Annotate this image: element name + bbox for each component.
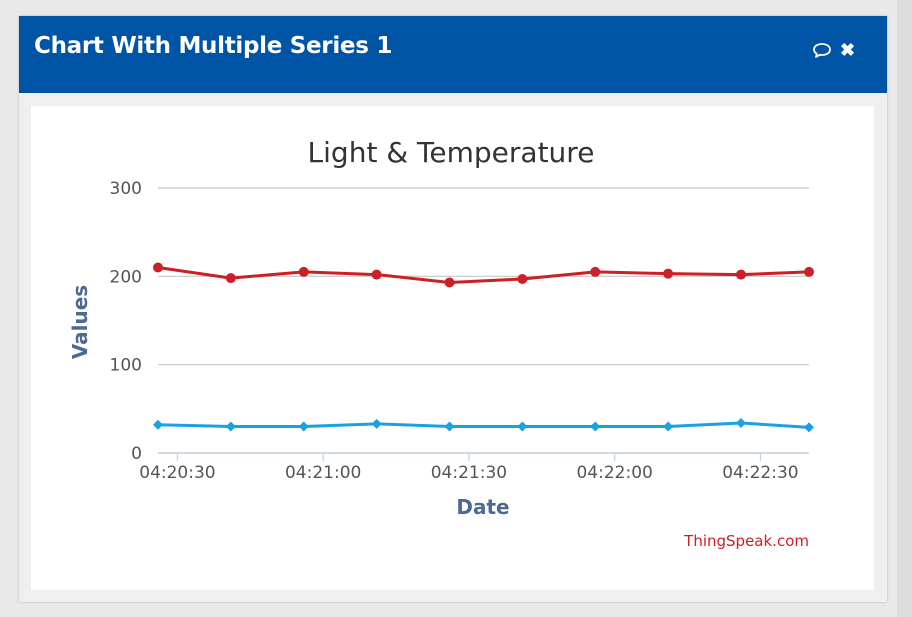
credit-link[interactable]: ThingSpeak.com: [683, 532, 809, 550]
series-1-point: [804, 266, 814, 277]
series-line-2: [157, 421, 810, 429]
series-2-point: [298, 421, 309, 432]
series-1-point: [663, 268, 674, 279]
series-1-point: [735, 269, 746, 280]
series-1-point: [590, 266, 601, 277]
panel-title: Chart With Multiple Series 1: [34, 33, 393, 59]
line-chart: 0 100 200 300 04:20:30 04:21:00 04:21:30 04:22…: [68, 136, 814, 550]
y-tick-labels: 0 100 200 300: [110, 179, 142, 464]
series-1-point: [444, 277, 455, 288]
chart-panel: Chart With Multiple Series 1 ✖ 0 100 200 30…: [19, 16, 887, 602]
series-1-point: [517, 273, 528, 284]
chart-card: 0 100 200 300 04:20:30 04:21:00 04:21:30 04:22…: [31, 106, 874, 590]
series-1-point: [371, 269, 382, 280]
x-tick-label: 04:20:30: [139, 463, 215, 483]
series-2-point: [804, 422, 814, 433]
series-group: [153, 262, 814, 433]
y-tick-label: 200: [110, 267, 142, 287]
y-axis-label: Values: [68, 285, 92, 359]
series-2-point: [590, 421, 601, 432]
x-axis: 04:20:30 04:21:00 04:21:30 04:22:00 04:22:30: [139, 452, 809, 483]
comment-icon-graphic: [813, 43, 831, 58]
x-axis-label: Date: [456, 495, 509, 519]
series-line-1: [157, 266, 810, 285]
chart-title: Light & Temperature: [308, 136, 595, 169]
x-tick-label: 04:22:30: [722, 463, 798, 483]
series-1-point: [153, 262, 163, 273]
series-2-point: [735, 417, 746, 428]
y-tick-label: 0: [131, 444, 142, 464]
close-icon[interactable]: ✖: [840, 40, 856, 60]
x-tick-label: 04:21:00: [285, 463, 361, 483]
series-2-point: [517, 421, 528, 432]
x-tick-label: 04:21:30: [431, 463, 507, 483]
series-2-point: [444, 421, 455, 432]
series-1-point: [298, 266, 309, 277]
x-tick-label: 04:22:00: [576, 463, 652, 483]
comment-icon[interactable]: [812, 40, 832, 60]
background-window-edge: [897, 0, 912, 617]
series-2-point: [371, 418, 382, 429]
y-tick-label: 100: [110, 356, 142, 376]
y-tick-label: 300: [110, 179, 142, 199]
panel-header: Chart With Multiple Series 1 ✖: [19, 16, 887, 93]
series-2-point: [225, 421, 236, 432]
series-2-point: [663, 421, 674, 432]
series-1-point: [225, 273, 236, 284]
series-2-point: [153, 419, 163, 430]
